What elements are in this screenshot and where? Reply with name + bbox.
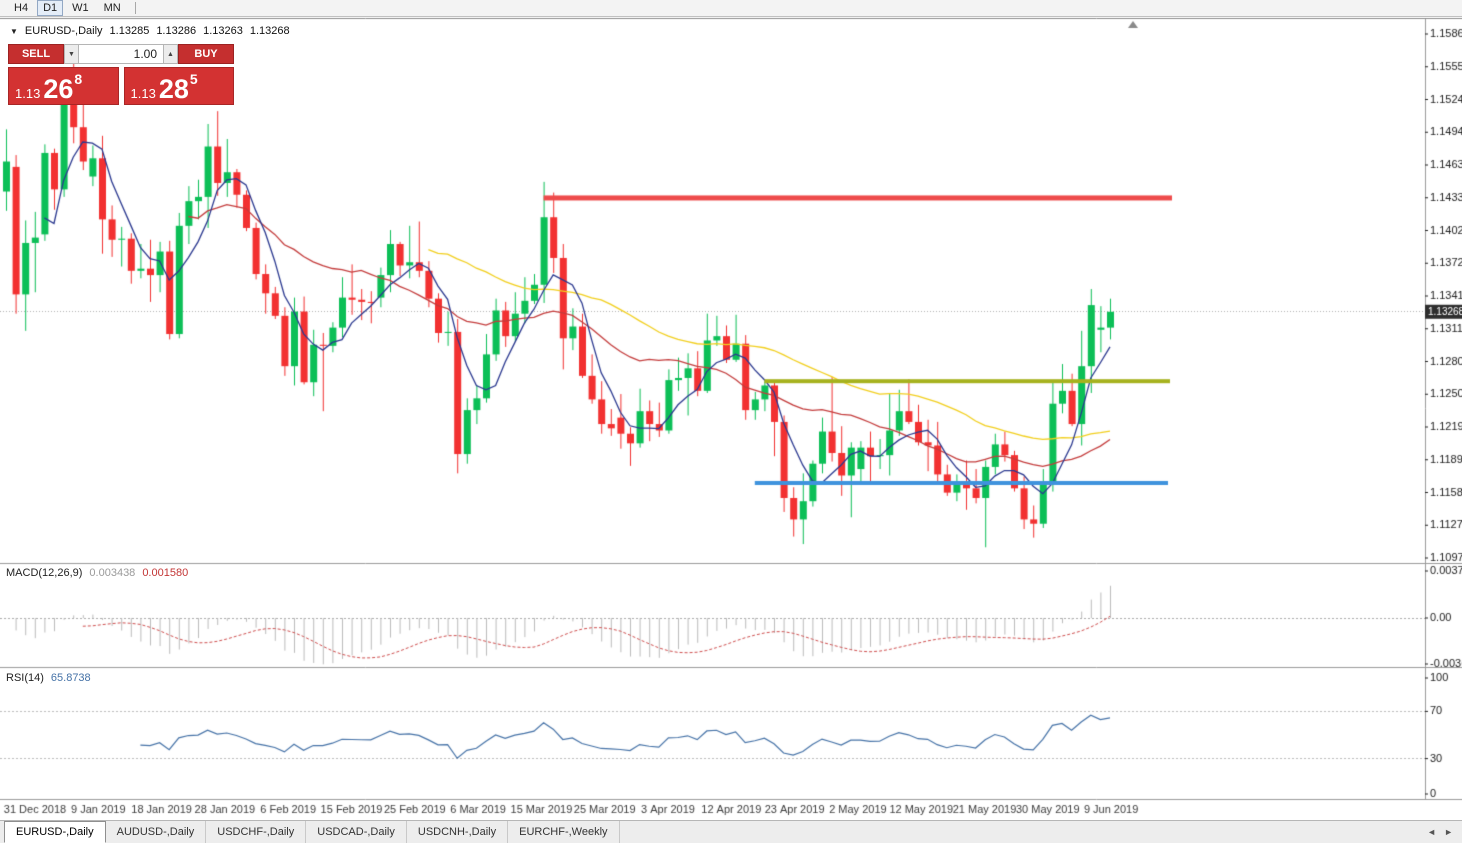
ohlc-high: 1.13286 bbox=[156, 25, 197, 37]
chart-tab-usdcnh[interactable]: USDCNH-,Daily bbox=[407, 821, 509, 843]
timeframe-button-mn[interactable]: MN bbox=[103, 2, 121, 14]
chart-header: ▼ EURUSD-,Daily 1.13285 1.13286 1.13263 … bbox=[10, 25, 290, 37]
macd-signal-value: 0.001580 bbox=[142, 567, 189, 579]
timeframe-toolbar: H4 D1 W1 MN bbox=[0, 0, 1462, 17]
ohlc-low: 1.13263 bbox=[203, 25, 243, 37]
timeframe-button-w1[interactable]: W1 bbox=[72, 2, 89, 14]
buy-price-pips: 28 bbox=[158, 74, 189, 105]
volume-increase-button[interactable]: ▲ bbox=[163, 44, 178, 64]
timeframe-button-h4[interactable]: H4 bbox=[14, 2, 29, 14]
tab-scroll-right-icon[interactable]: ► bbox=[1444, 827, 1453, 837]
ohlc-open: 1.13285 bbox=[109, 25, 150, 37]
chart-tab-bar: EURUSD-,Daily AUDUSD-,Daily USDCHF-,Dail… bbox=[0, 820, 1462, 843]
chart-symbol-label: EURUSD-,Daily bbox=[24, 25, 103, 37]
chart-tab-eurchf[interactable]: EURCHF-,Weekly bbox=[508, 821, 620, 843]
buy-price-big-figure: 1.13 bbox=[130, 85, 156, 101]
timeframe-button-d1[interactable]: D1 bbox=[37, 0, 64, 16]
chart-tab-eurusd[interactable]: EURUSD-,Daily bbox=[4, 821, 106, 843]
buy-button[interactable]: BUY bbox=[178, 44, 234, 64]
buy-price-button[interactable]: 1.13 28 5 bbox=[123, 67, 234, 105]
tab-scroll-controls: ◄ ► bbox=[1427, 821, 1462, 843]
sell-price-button[interactable]: 1.13 26 8 bbox=[8, 67, 119, 105]
one-click-trading-panel: SELL ▼ ▲ BUY 1.13 26 8 1.13 28 5 bbox=[8, 44, 234, 105]
volume-decrease-button[interactable]: ▼ bbox=[64, 44, 79, 64]
macd-name: MACD(12,26,9) bbox=[6, 567, 83, 579]
sell-price-pips: 26 bbox=[43, 74, 74, 105]
chart-canvas[interactable] bbox=[0, 18, 1462, 820]
sell-button[interactable]: SELL bbox=[8, 44, 64, 64]
chart-tab-usdcad[interactable]: USDCAD-,Daily bbox=[306, 821, 407, 843]
tab-scroll-left-icon[interactable]: ◄ bbox=[1427, 827, 1437, 837]
volume-input[interactable] bbox=[79, 44, 163, 64]
chart-tab-audusd[interactable]: AUDUSD-,Daily bbox=[106, 821, 207, 843]
toolbar-divider bbox=[134, 2, 136, 14]
macd-value: 0.003438 bbox=[89, 567, 136, 579]
sell-price-point: 8 bbox=[74, 71, 83, 87]
ohlc-close: 1.13268 bbox=[249, 25, 290, 37]
rsi-name: RSI(14) bbox=[6, 672, 44, 684]
chart-tab-usdchf[interactable]: USDCHF-,Daily bbox=[206, 821, 307, 843]
buy-price-point: 5 bbox=[189, 71, 198, 87]
symbol-dropdown-icon[interactable]: ▼ bbox=[10, 26, 18, 36]
rsi-indicator-label: RSI(14) 65.8738 bbox=[6, 672, 91, 684]
rsi-value: 65.8738 bbox=[50, 672, 91, 684]
sell-price-big-figure: 1.13 bbox=[15, 85, 41, 101]
macd-indicator-label: MACD(12,26,9) 0.003438 0.001580 bbox=[6, 567, 188, 579]
